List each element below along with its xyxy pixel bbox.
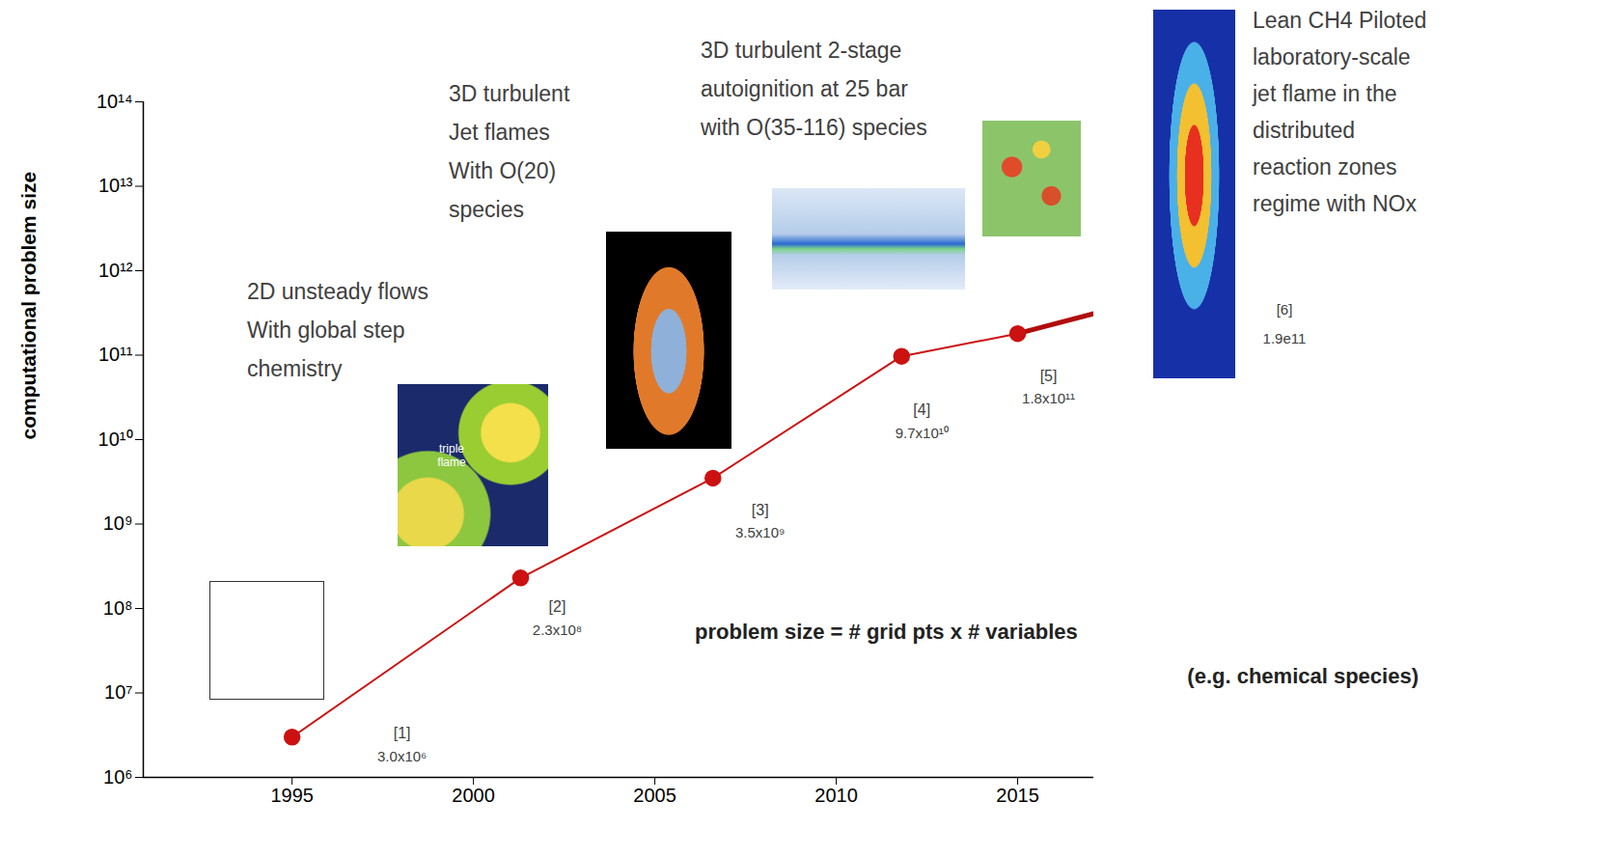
svg-text:10¹²: 10¹² [98,259,134,281]
html-text:laboratory-scale: laboratory-scale [1252,44,1411,70]
html-text:(e.g. chemical species): (e.g. chemical species) [1187,663,1419,689]
html-text:1.9e11: 1.9e11 [1262,330,1307,347]
html-text:species: species [448,196,525,222]
svg-text:10¹⁰: 10¹⁰ [98,428,134,450]
svg-text:[2]: [2] [549,598,567,615]
html-text:Lean CH4 Piloted: Lean CH4 Piloted [1252,7,1427,33]
html-text:3D turbulent 2-stage: 3D turbulent 2-stage [700,37,902,63]
svg-text:9.7x10¹⁰: 9.7x10¹⁰ [895,424,949,442]
svg-text:2.3x10⁸: 2.3x10⁸ [532,621,582,638]
svg-text:2005: 2005 [633,784,677,806]
svg-text:[1]: [1] [393,724,412,742]
html-text:problem size = # grid pts x #: problem size = # grid pts x # variables [694,619,1078,644]
svg-text:[5]: [5] [1040,367,1058,385]
html-text:Jet flames: Jet flames [448,119,550,145]
svg-text:10⁹: 10⁹ [103,512,134,534]
html-text:autoignition at 25 bar: autoignition at 25 bar [700,76,908,102]
html-text:With O(20): With O(20) [448,158,557,184]
html-text:2D unsteady flows: 2D unsteady flows [247,278,429,304]
svg-text:10¹³: 10¹³ [98,174,134,196]
svg-text:2000: 2000 [451,784,495,806]
html-text:triple flame: triple flame [437,441,466,469]
html-text:with O(35-116) species: with O(35-116) species [700,114,928,140]
svg-text:10⁶: 10⁶ [103,766,133,788]
svg-text:3.5x10⁹: 3.5x10⁹ [735,524,785,541]
svg-text:2010: 2010 [814,784,858,806]
svg-text:10⁷: 10⁷ [104,681,133,703]
html-text:jet flame in the: jet flame in the [1252,81,1397,107]
svg-text:1.8x10¹¹: 1.8x10¹¹ [1021,389,1076,407]
html-text:regime with NOx: regime with NOx [1252,191,1417,217]
svg-text:3.0x10⁶: 3.0x10⁶ [377,747,427,765]
html-text:reaction zones: reaction zones [1252,154,1397,180]
svg-text:computational problem size: computational problem size [17,171,40,441]
html-text:chemistry: chemistry [247,356,343,382]
svg-text:2015: 2015 [995,784,1040,806]
svg-text:1995: 1995 [270,784,314,806]
svg-text:10¹⁴: 10¹⁴ [96,90,134,112]
svg-text:[4]: [4] [912,401,931,418]
html-text:distributed: distributed [1252,117,1355,143]
html-text:With global step: With global step [247,317,405,343]
html-text:[6]: [6] [1276,301,1293,318]
svg-text:[3]: [3] [751,501,770,519]
html-text:3D turbulent: 3D turbulent [448,81,570,107]
svg-text:10¹¹: 10¹¹ [98,343,134,365]
svg-text:10⁸: 10⁸ [103,597,134,619]
